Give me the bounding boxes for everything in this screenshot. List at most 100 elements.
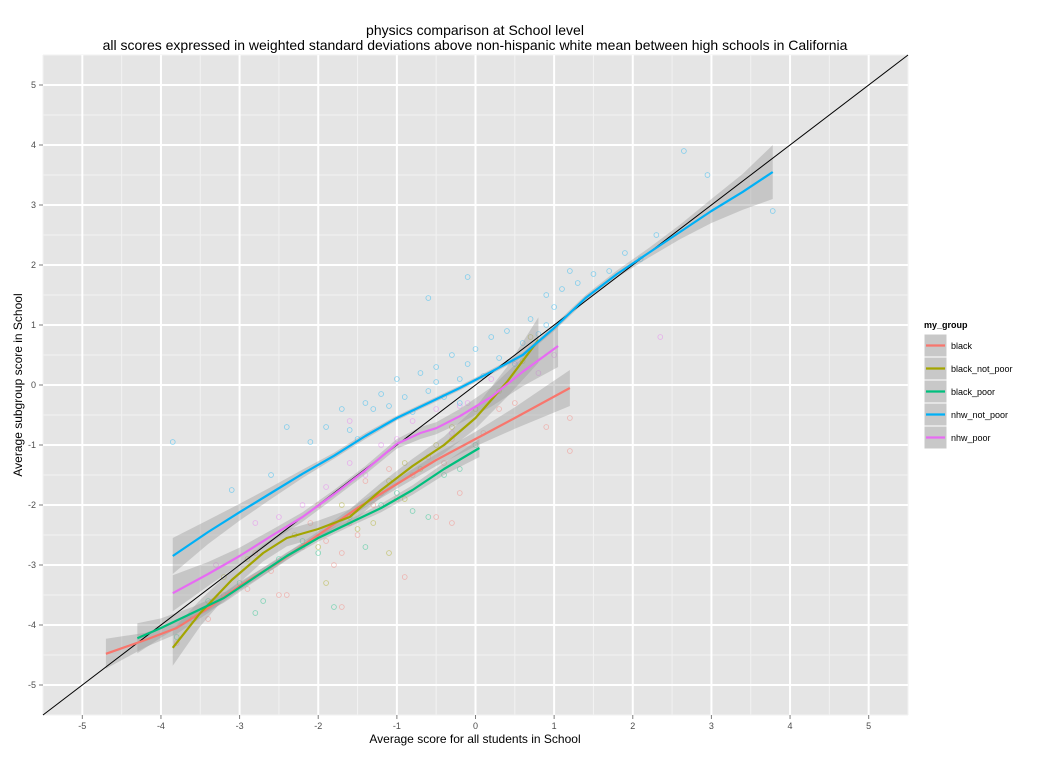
data-point-nhw_poor [323, 484, 329, 490]
data-point-black [276, 592, 282, 598]
legend-items: black black_not_poor black_poor nhw_not_poo… [923, 333, 1013, 450]
data-point-black [205, 616, 211, 622]
data-point-black [401, 574, 408, 580]
data-point-nhw_not_poor [653, 232, 660, 238]
data-point-nhw_not_poor [346, 427, 353, 433]
data-point-nhw_poor [362, 472, 369, 478]
data-point-nhw_not_poor [228, 487, 235, 493]
data-point-nhw_not_poor [519, 340, 526, 346]
data-point-black_poor [456, 466, 463, 472]
data-point-nhw_not_poor [456, 400, 463, 406]
y-tick-label: 4 [31, 140, 36, 150]
data-point-black_poor [315, 550, 322, 556]
x-tick-label: 4 [788, 721, 793, 731]
data-point-nhw_not_poor [622, 250, 628, 256]
data-point-black_poor [252, 610, 259, 616]
legend-title: my_group [924, 320, 968, 330]
data-point-nhw_poor [464, 400, 471, 406]
data-point-black_not_poor [339, 502, 345, 508]
x-tick-label: 3 [709, 721, 714, 731]
data-point-nhw_poor [488, 376, 495, 382]
data-point-nhw_not_poor [543, 292, 550, 298]
data-point-nhw_poor [252, 520, 259, 526]
data-point-black [173, 640, 180, 646]
legend: my_group black black_not_poor black_poornh… [923, 320, 1013, 450]
data-point-black [456, 490, 463, 496]
data-point-nhw_poor [449, 430, 455, 436]
confidence-band-black [105, 370, 570, 669]
data-point-black_poor [331, 604, 337, 610]
data-point-black [331, 562, 337, 568]
data-point-black_not_poor [370, 520, 377, 526]
y-tick-label: 0 [31, 380, 36, 390]
data-point-black_not_poor [401, 496, 408, 502]
data-point-black [567, 415, 573, 421]
x-tick-label: -1 [393, 721, 401, 731]
data-point-nhw_not_poor [362, 400, 369, 406]
data-point-black [449, 520, 455, 526]
data-point-nhw_not_poor [378, 391, 384, 397]
data-point-black [394, 496, 400, 502]
data-point-nhw_not_poor [394, 376, 400, 382]
data-point-nhw_not_poor [472, 346, 479, 352]
fit-line-nhw_not_poor [172, 171, 774, 557]
legend-label-black: black [951, 341, 973, 351]
y-axis-title: Average subgroup score in School [11, 293, 25, 476]
data-point-black [283, 592, 290, 598]
data-point-nhw_poor [378, 442, 384, 448]
data-point-black [370, 502, 377, 508]
data-point-black [512, 400, 518, 406]
grid-major [43, 55, 908, 715]
fit-line-black_poor [136, 447, 480, 640]
data-point-nhw_not_poor [590, 271, 597, 277]
data-point-nhw_not_poor [559, 286, 565, 292]
data-point-nhw_not_poor [283, 424, 290, 430]
y-tick-label: -5 [28, 680, 36, 690]
x-tick-label: -2 [314, 721, 322, 731]
data-point-nhw_not_poor [681, 148, 687, 154]
x-tick-label: -3 [236, 721, 244, 731]
data-point-nhw_poor [213, 562, 219, 568]
chart-title: physics comparison at School level [366, 22, 584, 38]
data-point-nhw_poor [394, 436, 400, 442]
x-tick-label: -5 [78, 721, 86, 731]
x-tick-label: 5 [866, 721, 871, 731]
data-point-nhw_not_poor [417, 370, 424, 376]
data-point-black_not_poor [519, 358, 526, 364]
fit-line-black_not_poor [171, 339, 540, 649]
data-point-black_not_poor [527, 334, 534, 340]
data-point-nhw_not_poor [464, 361, 471, 367]
data-point-nhw_not_poor [543, 322, 550, 328]
data-point-nhw_not_poor [704, 172, 711, 178]
data-point-black [354, 532, 361, 538]
data-point-nhw_not_poor [433, 379, 439, 385]
data-point-nhw_poor [433, 406, 439, 412]
data-point-black_poor [260, 598, 266, 604]
data-point-black_poor [441, 472, 447, 478]
data-point-black [339, 604, 345, 610]
data-point-black_not_poor [315, 544, 322, 550]
x-tick-label: -4 [157, 721, 165, 731]
legend-label-black_poor: black_poor [951, 387, 995, 397]
reference-line-layer [42, 54, 909, 716]
data-point-black_poor [472, 442, 479, 448]
data-point-black_not_poor [354, 526, 361, 532]
legend-label-black_not_poor: black_not_poor [951, 364, 1013, 374]
data-point-nhw_poor [409, 418, 416, 424]
data-point-nhw_not_poor [456, 376, 463, 382]
data-point-black_poor [299, 538, 306, 544]
data-point-nhw_poor [346, 460, 353, 466]
y-tick-label: 3 [31, 200, 36, 210]
data-point-black [567, 448, 573, 454]
data-point-nhw_not_poor [307, 439, 314, 445]
data-point-nhw_not_poor [386, 403, 392, 409]
legend-label-nhw_poor: nhw_poor [951, 433, 991, 443]
x-tick-label: 0 [473, 721, 478, 731]
data-point-nhw_poor [299, 502, 306, 508]
data-point-nhw_not_poor [323, 424, 329, 430]
data-point-black [543, 424, 550, 430]
data-point-nhw_not_poor [527, 316, 534, 322]
data-point-black [386, 466, 392, 472]
fit-line-black [105, 387, 571, 655]
